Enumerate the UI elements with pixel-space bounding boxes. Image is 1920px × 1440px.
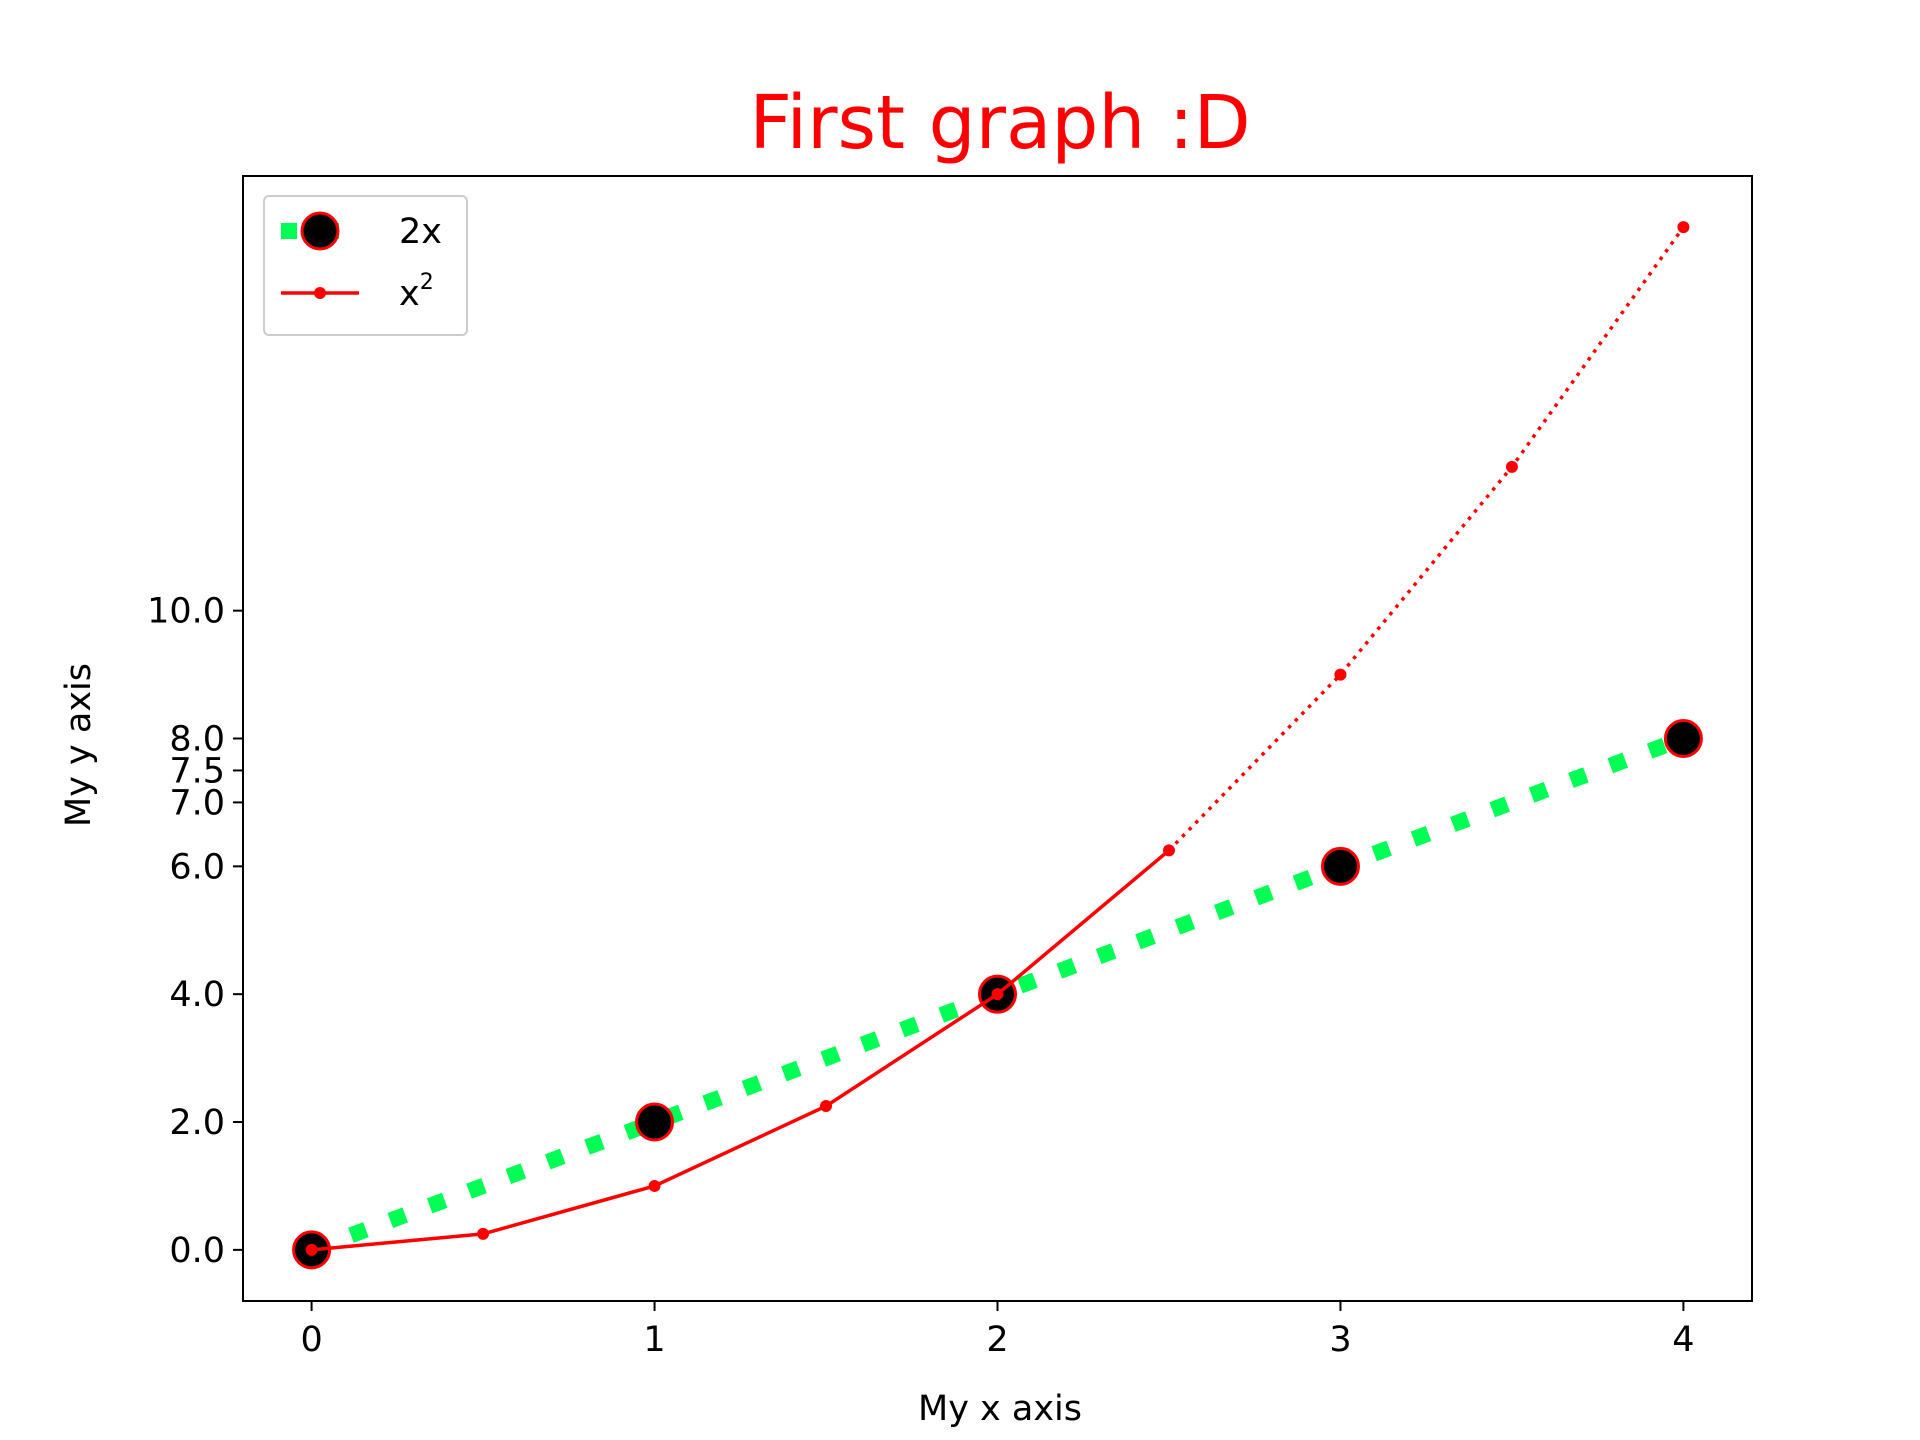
series-x2-point: [1162, 844, 1175, 857]
y-tick-label: 2.0: [169, 1103, 225, 1143]
legend-2x-label: 2x: [399, 212, 442, 252]
series-x2-point: [1677, 221, 1690, 234]
series-x2-point: [1334, 668, 1347, 681]
x-tick-label: 2: [986, 1320, 1008, 1360]
legend-x2-marker: [314, 287, 326, 299]
series-x2-point: [477, 1227, 490, 1240]
series-2x-point: [1320, 846, 1360, 886]
y-tick-label: 8.0: [169, 720, 225, 760]
legend: 2x x2: [263, 195, 468, 336]
series-x2-point: [648, 1179, 661, 1192]
x-tick-label: 1: [643, 1320, 665, 1360]
series-2x-point: [1663, 719, 1703, 758]
y-tick-label: 7.5: [169, 751, 225, 791]
x-tick-label: 3: [1329, 1320, 1351, 1360]
series-x2-point: [991, 988, 1004, 1001]
y-tick-label: 7.0: [169, 783, 225, 823]
x-axis-label: My x axis: [918, 1389, 1082, 1429]
legend-x2-label: x2: [399, 270, 434, 314]
axes: 0 1 2 3 4 0.0 2.0 4.0 6.0 7.07.58.0 10.0: [147, 175, 1753, 1360]
y-tick-label: 0.0: [169, 1231, 225, 1271]
x-tick-label: 0: [300, 1320, 322, 1360]
series-x2-line-solid: [311, 849, 1171, 1252]
legend-x2-superscript: 2: [420, 270, 434, 295]
x-tick-label: 4: [1672, 1320, 1694, 1360]
series-x2-point: [1505, 460, 1518, 473]
series-x2-point: [820, 1100, 833, 1113]
series-2x-point: [635, 1102, 675, 1142]
y-axis-label: My y axis: [59, 663, 99, 827]
series-2x-line: [308, 731, 1687, 1258]
y-tick-label: 10.0: [147, 592, 225, 632]
chart-title: First graph :D: [749, 80, 1250, 166]
y-tick-label: 4.0: [169, 975, 225, 1015]
legend-2x-marker: [300, 211, 340, 251]
series-x2-line-dotted: [1167, 226, 1685, 852]
plot-area: [292, 221, 1703, 1270]
series-x2-point: [305, 1243, 318, 1256]
y-tick-label: 6.0: [169, 847, 225, 887]
